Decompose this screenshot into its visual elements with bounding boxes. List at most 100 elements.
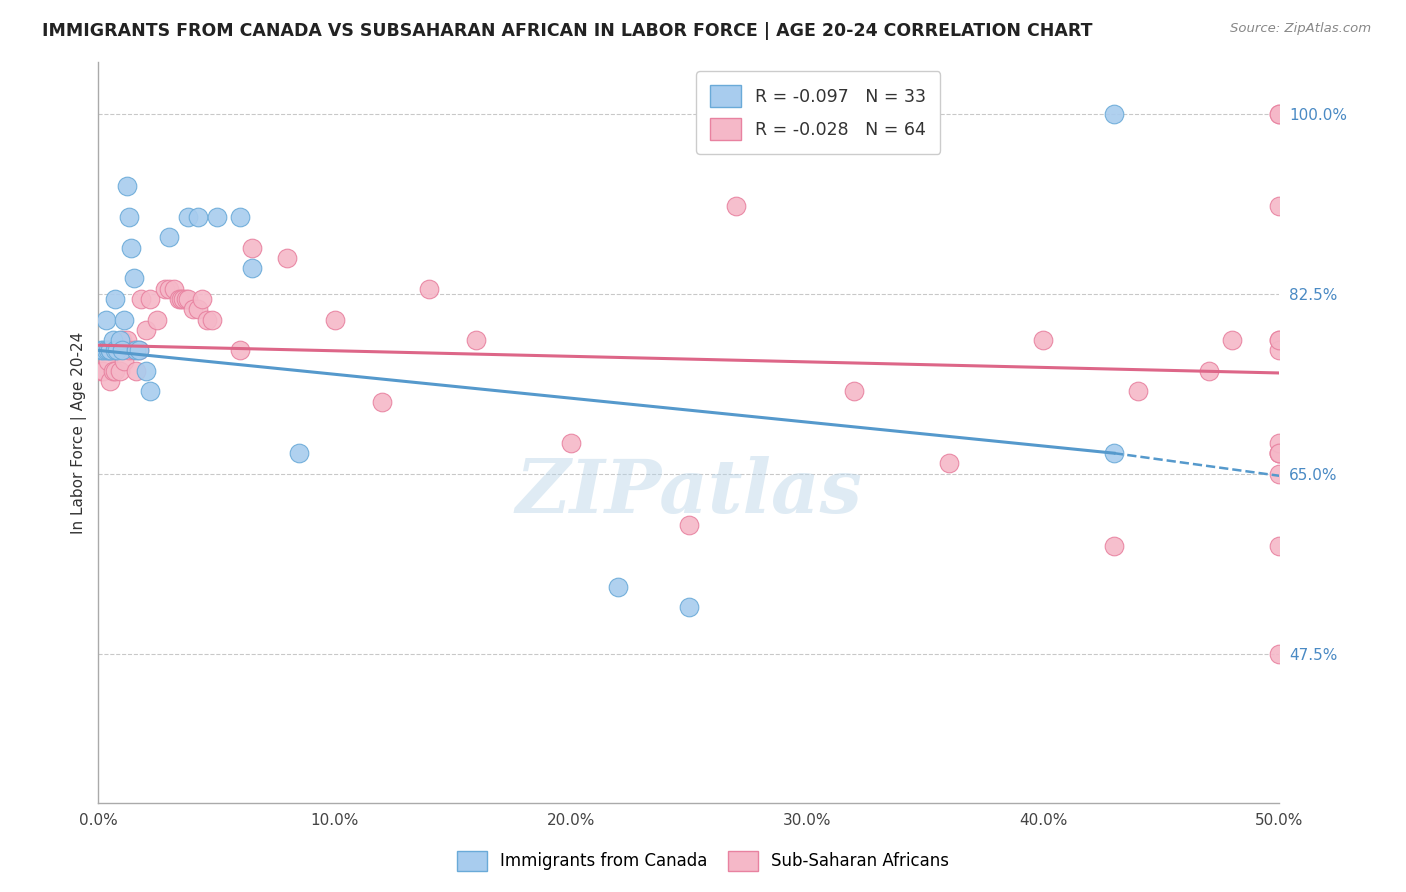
Point [128,343,150,358]
Point [195,312,218,326]
Point [135,364,157,378]
Point [97,343,120,358]
Point [938,457,960,471]
Point [108,333,131,347]
Point [111,333,134,347]
Point [98,343,121,358]
Point [229,343,252,358]
Point [101,364,124,378]
Point [1268,343,1291,358]
Point [139,292,162,306]
Point [177,292,200,306]
Point [146,312,169,326]
Point [844,384,866,399]
Y-axis label: In Labor Force | Age 20-24: In Labor Force | Age 20-24 [72,332,87,533]
Point [105,343,128,358]
Point [104,292,127,306]
Point [1268,539,1291,553]
Point [153,282,176,296]
Point [172,292,194,306]
Point [94,343,117,358]
Point [98,374,121,388]
Point [118,210,141,224]
Point [105,343,128,358]
Point [465,333,488,347]
Point [177,210,200,224]
Point [91,364,114,378]
Point [121,240,143,255]
Point [115,178,138,193]
Point [1268,333,1291,347]
Point [1268,436,1291,450]
Point [157,282,180,296]
Point [1268,446,1291,460]
Point [125,343,148,358]
Legend: Immigrants from Canada, Sub-Saharan Africans: Immigrants from Canada, Sub-Saharan Afri… [449,842,957,880]
Point [1126,384,1149,399]
Point [129,292,152,306]
Point [418,282,440,296]
Point [125,364,148,378]
Point [91,343,114,358]
Point [276,251,298,265]
Point [122,271,145,285]
Point [607,580,630,594]
Point [174,292,197,306]
Point [1032,333,1054,347]
Point [111,343,134,358]
Text: Source: ZipAtlas.com: Source: ZipAtlas.com [1230,22,1371,36]
Point [323,312,346,326]
Point [240,261,263,276]
Point [187,302,209,317]
Point [1268,446,1291,460]
Point [122,343,145,358]
Point [205,210,228,224]
Point [128,343,150,358]
Point [1268,647,1291,661]
Point [678,518,700,533]
Legend: R = -0.097   N = 33, R = -0.028   N = 64: R = -0.097 N = 33, R = -0.028 N = 64 [696,71,941,154]
Point [725,199,748,213]
Point [104,364,127,378]
Point [112,353,135,368]
Point [1102,107,1125,121]
Point [1268,199,1291,213]
Point [1102,539,1125,553]
Point [90,364,112,378]
Point [1268,107,1291,121]
Point [104,343,127,358]
Point [1268,446,1291,460]
Point [94,343,117,358]
Point [560,436,582,450]
Point [181,302,204,317]
Text: IMMIGRANTS FROM CANADA VS SUBSAHARAN AFRICAN IN LABOR FORCE | AGE 20-24 CORRELAT: IMMIGRANTS FROM CANADA VS SUBSAHARAN AFR… [42,22,1092,40]
Point [1268,107,1291,121]
Point [240,240,263,255]
Point [135,323,157,337]
Point [108,364,131,378]
Point [1268,467,1291,481]
Point [98,343,121,358]
Point [112,312,135,326]
Point [163,282,186,296]
Point [678,600,700,615]
Point [167,292,190,306]
Point [1198,364,1220,378]
Point [170,292,193,306]
Point [101,333,124,347]
Point [139,384,162,399]
Point [201,312,224,326]
Point [288,446,311,460]
Point [115,333,138,347]
Point [1102,446,1125,460]
Point [97,353,120,368]
Point [94,312,117,326]
Point [90,343,112,358]
Point [101,343,124,358]
Point [1220,333,1243,347]
Point [229,210,252,224]
Text: ZIPatlas: ZIPatlas [516,456,862,528]
Point [118,343,141,358]
Point [371,394,394,409]
Point [191,292,214,306]
